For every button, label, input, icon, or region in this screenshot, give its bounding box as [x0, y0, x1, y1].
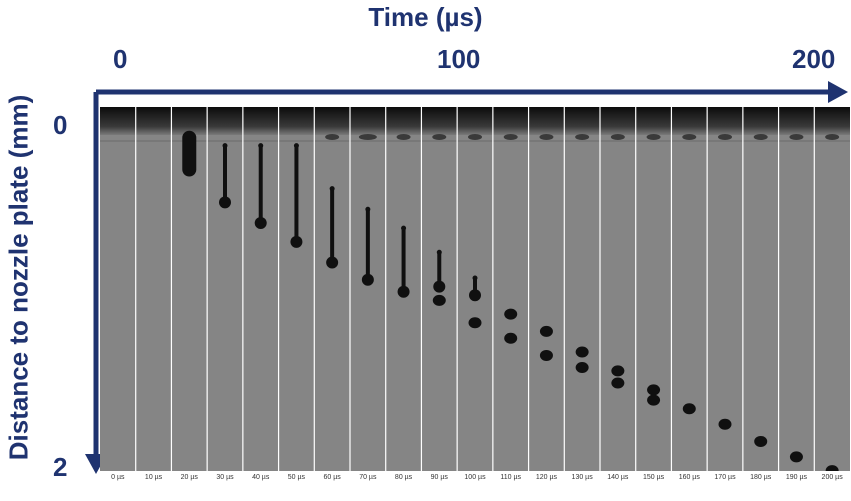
frame-3 [207, 107, 243, 471]
frame-label: 120 µs [535, 474, 557, 481]
frame-label: 30 µs [216, 474, 234, 481]
frame-label: 170 µs [714, 474, 736, 481]
x-tick-100: 100 [437, 44, 481, 74]
frame-label: 190 µs [785, 474, 807, 481]
frame-0 [100, 107, 136, 471]
frame-13 [564, 107, 600, 471]
time-axis-arrowhead [828, 81, 848, 103]
x-axis-title: Time (µs) [368, 2, 483, 32]
frame-14 [600, 107, 636, 471]
frame-6 [314, 107, 350, 471]
frame-20 [814, 107, 850, 471]
frame-9 [421, 107, 458, 471]
frame-19 [778, 107, 815, 471]
frame-label: 40 µs [252, 474, 270, 481]
frame-8 [385, 107, 422, 471]
frame-10 [457, 107, 493, 471]
frame-label: 0 µs [111, 474, 125, 481]
frame-label: 150 µs [642, 474, 665, 481]
frame-label: 100 µs [464, 474, 486, 481]
frame-label: 180 µs [750, 474, 772, 481]
x-tick-0: 0 [113, 44, 128, 74]
frame-17 [707, 107, 743, 471]
frame-12 [528, 107, 565, 471]
frame-1 [135, 107, 172, 471]
frame-5 [278, 107, 315, 471]
frame-15 [635, 107, 672, 471]
frame-label: 90 µs [430, 474, 448, 481]
droplet-frames [100, 107, 850, 471]
x-tick-200: 200 [792, 44, 836, 74]
frame-label: 80 µs [394, 474, 413, 481]
frame-label: 110 µs [500, 474, 522, 481]
frame-label: 130 µs [571, 474, 593, 481]
frame-16 [671, 107, 708, 471]
frame-label: 200 µs [821, 474, 843, 481]
frame-label: 160 µs [678, 474, 700, 481]
frame-label: 10 µs [144, 474, 163, 481]
frame-18 [742, 107, 779, 471]
frame-4 [242, 107, 279, 471]
frame-11 [492, 107, 529, 471]
frame-label: 60 µs [323, 474, 341, 481]
frame-label: 140 µs [607, 474, 629, 481]
frame-label: 50 µs [287, 474, 306, 481]
frame-label: 20 µs [180, 474, 198, 481]
frame-label: 70 µs [359, 474, 377, 481]
frame-2 [171, 107, 208, 471]
frame-7 [350, 107, 386, 471]
y-tick-2: 2 [53, 452, 68, 482]
y-tick-0: 0 [53, 110, 68, 140]
